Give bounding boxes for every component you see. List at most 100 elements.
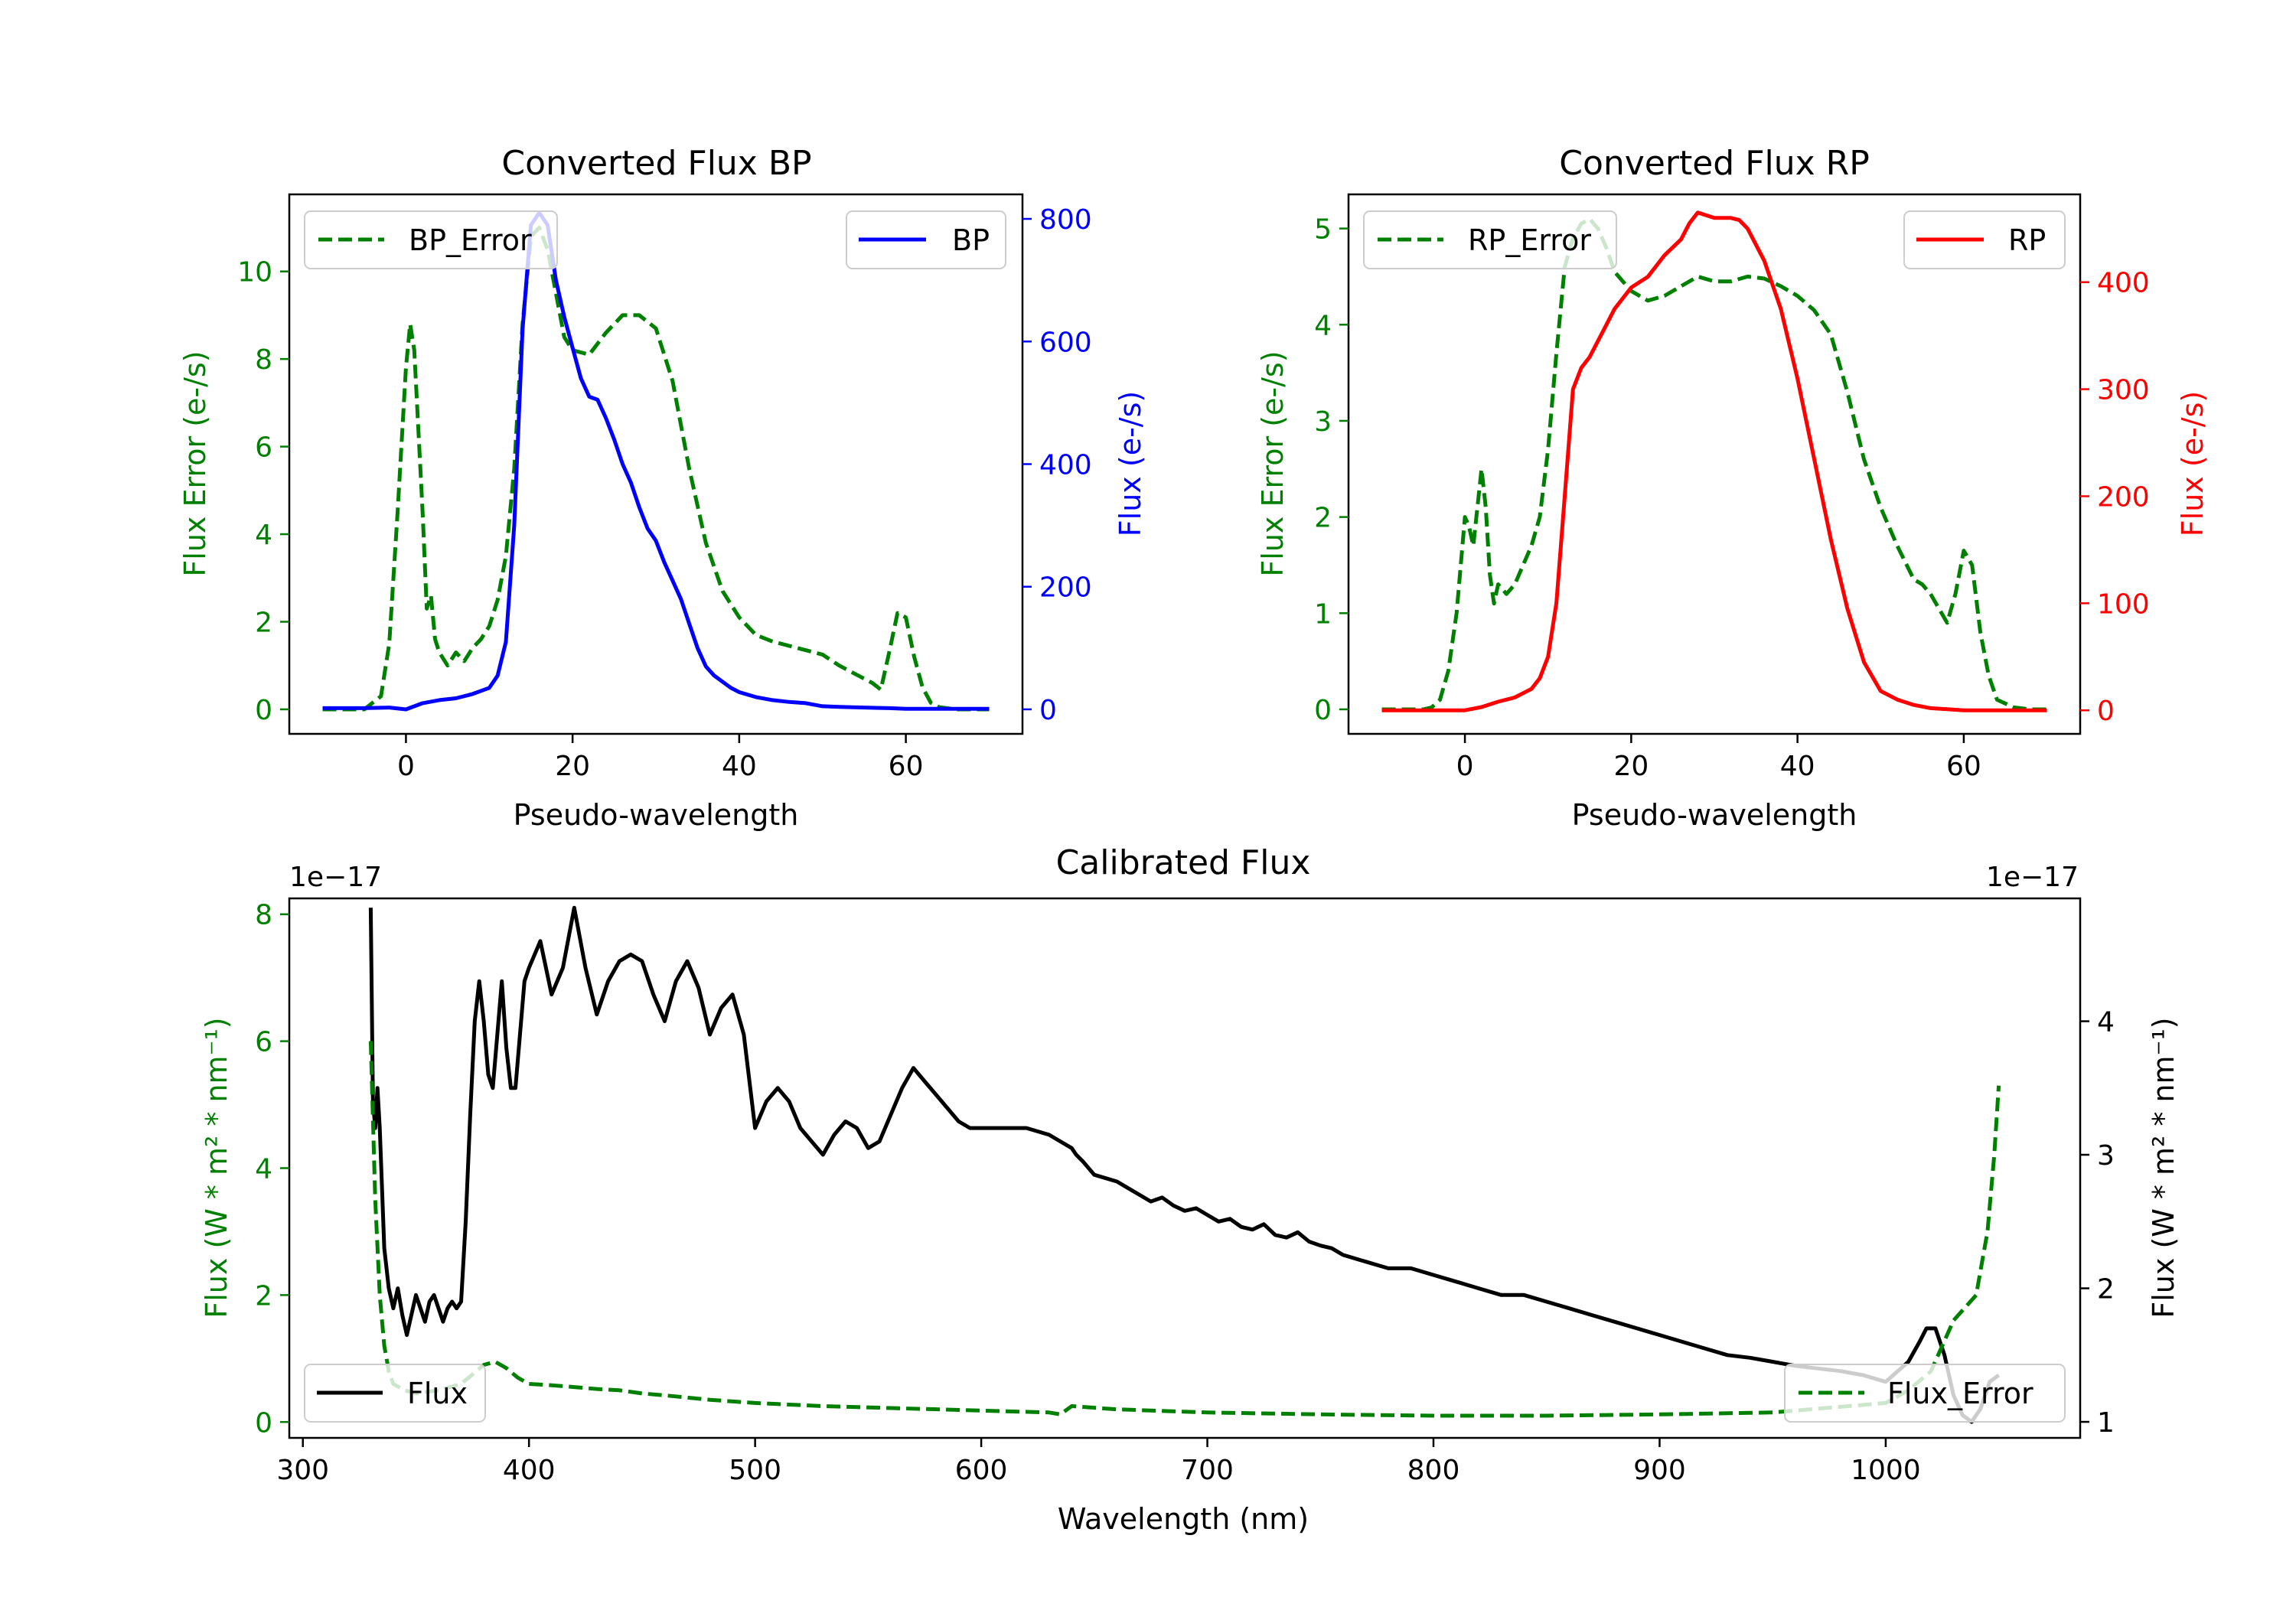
bp-legends: BP_Error BP xyxy=(304,210,1006,269)
cal-left-tick-label: 6 xyxy=(255,1027,272,1058)
bp-left-ylabel: Flux Error (e-/s) xyxy=(178,350,212,576)
rp-right-tick-label: 100 xyxy=(2097,588,2150,620)
cal-left-ticks: 0 2 4 6 8 xyxy=(255,900,289,1439)
rp-left-ticks: 0 1 2 3 4 5 xyxy=(1314,214,1349,726)
rp-series-layer xyxy=(1381,210,2047,712)
rp-left-tick-label: 3 xyxy=(1314,406,1332,438)
rp-right-ticks: 0 100 200 300 400 xyxy=(2080,268,2150,727)
bp-left-tick-label: 4 xyxy=(255,520,272,551)
bp-right-ylabel: Flux (e-/s) xyxy=(1114,391,1147,536)
bp-legend-error: BP_Error xyxy=(304,210,558,269)
bp-legend-error-label: BP_Error xyxy=(409,223,532,257)
bp-left-tick-label: 2 xyxy=(255,608,272,639)
panel-rp: Converted Flux RP 0 20 40 60 0 1 2 3 4 5 0 100 200… xyxy=(1256,144,2210,832)
rp-left-tick-label: 2 xyxy=(1314,503,1332,534)
bp-legend-flux: BP xyxy=(846,210,1006,269)
rp-right-ylabel: Flux (e-/s) xyxy=(2176,391,2210,536)
rp-legend-error: RP_Error xyxy=(1363,210,1617,269)
cal-series-flux xyxy=(368,905,2001,1424)
bp-right-tick-label: 0 xyxy=(1039,695,1057,726)
rp-legend-error-label: RP_Error xyxy=(1468,223,1591,257)
cal-series-layer xyxy=(368,905,2001,1424)
rp-title: Converted Flux RP xyxy=(1559,144,1870,183)
rp-left-tick-label: 0 xyxy=(1314,695,1332,726)
cal-left-tick-label: 4 xyxy=(255,1154,272,1185)
panel-calibrated: Calibrated Flux 1e−17 1e−17 300 400 500 600… xyxy=(200,843,2180,1536)
cal-legend-flux: Flux xyxy=(304,1364,486,1423)
rp-right-tick-label: 300 xyxy=(2097,375,2150,406)
cal-legend-flux-box xyxy=(304,1364,486,1423)
rp-xtick-label: 0 xyxy=(1456,751,1474,782)
bp-left-tick-label: 6 xyxy=(255,432,272,464)
cal-right-tick-label: 4 xyxy=(2097,1007,2115,1038)
bp-xtick-label: 0 xyxy=(397,751,415,782)
cal-legend-error: Flux_Error xyxy=(1784,1364,2066,1423)
rp-xtick-label: 40 xyxy=(1780,751,1815,782)
rp-right-tick-label: 0 xyxy=(2097,696,2115,727)
bp-right-tick-label: 200 xyxy=(1039,572,1092,604)
bp-xlabel: Pseudo-wavelength xyxy=(514,798,799,832)
rp-xlabel: Pseudo-wavelength xyxy=(1572,798,1857,832)
cal-right-tick-label: 2 xyxy=(2097,1274,2115,1305)
panel-bp: Converted Flux BP 0 20 40 60 0 2 4 6 8 10 0 200 40… xyxy=(178,144,1147,832)
rp-x-ticks: 0 20 40 60 xyxy=(1456,734,1981,782)
cal-right-ticks: 1 2 3 4 xyxy=(2080,1007,2115,1439)
cal-xlabel: Wavelength (nm) xyxy=(1058,1502,1309,1536)
bp-legend-flux-label: BP xyxy=(952,223,990,257)
cal-legend-flux-label: Flux xyxy=(407,1377,468,1410)
bp-right-tick-label: 800 xyxy=(1039,204,1092,236)
cal-legend-error-label: Flux_Error xyxy=(1887,1377,2033,1410)
cal-x-ticks: 300 400 500 600 700 800 900 1000 xyxy=(276,1438,1921,1486)
cal-left-ylabel: Flux (W * m² * nm⁻¹) xyxy=(200,1017,233,1318)
rp-left-tick-label: 1 xyxy=(1314,598,1332,630)
cal-right-offset: 1e−17 xyxy=(1986,862,2079,893)
bp-right-tick-label: 400 xyxy=(1039,450,1092,481)
bp-left-ticks: 0 2 4 6 8 10 xyxy=(237,257,289,726)
cal-xtick-label: 400 xyxy=(503,1455,556,1486)
cal-left-tick-label: 2 xyxy=(255,1280,272,1312)
rp-left-tick-label: 5 xyxy=(1314,214,1332,246)
cal-xtick-label: 800 xyxy=(1407,1455,1460,1486)
rp-left-tick-label: 4 xyxy=(1314,310,1332,341)
cal-left-offset: 1e−17 xyxy=(289,862,382,893)
cal-xtick-label: 300 xyxy=(276,1455,329,1486)
rp-legend-flux-label: RP xyxy=(2008,223,2046,257)
cal-left-tick-label: 8 xyxy=(255,900,272,931)
cal-title: Calibrated Flux xyxy=(1056,843,1311,882)
rp-xtick-label: 20 xyxy=(1613,751,1649,782)
rp-legend-flux: RP xyxy=(1903,210,2066,269)
bp-right-tick-label: 600 xyxy=(1039,327,1092,358)
bp-left-tick-label: 10 xyxy=(237,257,272,288)
cal-right-ylabel: Flux (W * m² * nm⁻¹) xyxy=(2147,1017,2180,1318)
cal-xtick-label: 900 xyxy=(1633,1455,1686,1486)
cal-legends: Flux Flux_Error xyxy=(304,1364,2066,1423)
bp-left-tick-label: 8 xyxy=(255,344,272,376)
rp-legends: RP_Error RP xyxy=(1363,210,2066,269)
bp-right-ticks: 0 200 400 600 800 xyxy=(1022,204,1092,726)
cal-xtick-label: 1000 xyxy=(1851,1455,1921,1486)
bp-xtick-label: 60 xyxy=(889,751,924,782)
rp-right-tick-label: 400 xyxy=(2097,268,2150,299)
rp-series-rp xyxy=(1381,210,2047,712)
bp-title: Converted Flux BP xyxy=(501,144,811,183)
rp-axes-frame xyxy=(1347,193,2082,735)
cal-right-tick-label: 3 xyxy=(2097,1140,2115,1172)
bp-series-layer xyxy=(322,210,990,712)
bp-legend-error-box xyxy=(304,210,558,269)
bp-axes-frame xyxy=(288,193,1024,735)
cal-legend-error-box xyxy=(1784,1364,2066,1423)
bp-left-tick-label: 0 xyxy=(255,695,272,726)
bp-xtick-label: 20 xyxy=(555,751,590,782)
bp-series-bp-error xyxy=(322,226,990,712)
cal-xtick-label: 500 xyxy=(729,1455,781,1486)
cal-xtick-label: 700 xyxy=(1181,1455,1234,1486)
rp-left-ylabel: Flux Error (e-/s) xyxy=(1256,350,1290,576)
rp-legend-flux-box xyxy=(1903,210,2066,269)
cal-xtick-label: 600 xyxy=(955,1455,1008,1486)
bp-xtick-label: 40 xyxy=(722,751,757,782)
bp-x-ticks: 0 20 40 60 xyxy=(397,734,924,782)
bp-series-bp xyxy=(322,210,990,712)
cal-left-tick-label: 0 xyxy=(255,1407,272,1439)
rp-series-rp-error xyxy=(1381,217,2047,712)
